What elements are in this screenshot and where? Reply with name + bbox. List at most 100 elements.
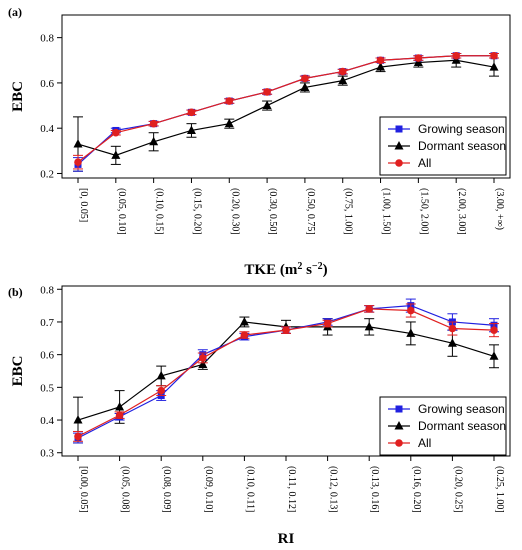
data-point — [489, 62, 499, 71]
legend-label: Growing season — [418, 402, 505, 416]
x-tick-label: (0.15, 0.20] — [191, 188, 202, 235]
data-point — [74, 432, 82, 441]
data-point — [376, 56, 385, 65]
x-tick-label: [0.00, 0.05] — [78, 466, 89, 513]
y-tick-label: 0.6 — [40, 78, 54, 90]
panel-label: (b) — [8, 285, 23, 299]
data-point — [199, 354, 207, 362]
chart-panel-b: (b) 0.3 0.4 0.5 0.6 0.7 0.8 EBC [0.00, 0.05] (0.0… — [8, 284, 511, 547]
x-tick-label: (0.09, 0.10] — [203, 466, 214, 513]
x-tick-label: (0.08, 0.09] — [161, 466, 172, 513]
y-tick-label: 0.3 — [40, 448, 54, 460]
data-point — [240, 331, 249, 339]
y-axis-label: EBC — [10, 356, 26, 387]
x-tick-label: (0.10, 0.11] — [244, 466, 255, 512]
x-tick-label: (0.05, 0.10] — [116, 188, 127, 235]
data-point — [157, 386, 165, 395]
data-point — [74, 158, 82, 166]
plot-frame — [61, 14, 511, 179]
legend-label: Growing season — [418, 122, 505, 136]
data-point — [448, 324, 457, 333]
data-point — [376, 62, 386, 71]
x-tick-label: (0.20, 0.25] — [452, 466, 463, 513]
x-axis-label: RI — [278, 531, 295, 547]
legend-marker — [395, 159, 403, 167]
legend-label: All — [418, 156, 431, 170]
series-dormant-season — [73, 52, 499, 172]
y-tick-label: 0.4 — [40, 123, 54, 135]
y-tick-label: 0.2 — [40, 168, 54, 180]
x-tick-label: (0.12, 0.13] — [328, 466, 339, 513]
data-point — [447, 338, 457, 347]
data-point — [112, 128, 120, 137]
x-tick-label: (0.13, 0.16] — [369, 466, 380, 513]
chart-panel-a: (a) 0.2 0.4 0.6 0.8 EBC [0, 0.05] (0.05, 0.10] (… — [8, 5, 511, 279]
data-point — [115, 411, 124, 419]
x-tick-label: (1.00, 1.50] — [381, 188, 392, 235]
x-tick-label: (3.00, +∞) — [494, 188, 505, 230]
legend-label: Dormant season — [418, 139, 506, 153]
y-tick-label: 0.8 — [40, 33, 54, 45]
data-point — [186, 125, 196, 134]
legend-label: All — [418, 436, 431, 450]
x-tick-label: (0.50, 0.75] — [305, 188, 316, 235]
series-all — [73, 51, 499, 170]
legend-marker — [395, 439, 403, 447]
data-point — [156, 370, 166, 380]
data-point — [115, 401, 125, 411]
y-axis-label: EBC — [10, 81, 26, 112]
x-axis-label: TKE (m2 s−2) — [244, 261, 327, 279]
data-point — [149, 136, 159, 146]
data-point — [282, 326, 290, 334]
legend: Growing season Dormant season All — [379, 396, 507, 456]
panel-label: (a) — [8, 5, 22, 19]
data-point — [364, 321, 374, 331]
data-point — [338, 75, 348, 85]
x-tick-label: (0.30, 0.50] — [267, 188, 278, 235]
data-point — [73, 139, 83, 148]
y-tick-label: 0.7 — [40, 317, 54, 329]
series-line — [77, 59, 495, 156]
x-tick-label: (1.50, 2.00] — [418, 188, 429, 235]
x-tick-label: (0.25, 1.00] — [494, 466, 505, 513]
data-point — [489, 351, 499, 360]
data-point — [323, 319, 332, 328]
data-point — [407, 306, 415, 315]
x-tick-label: (0.20, 0.30] — [229, 188, 240, 235]
legend-marker — [395, 125, 403, 133]
data-point — [111, 150, 121, 159]
data-point — [301, 74, 309, 83]
data-point — [187, 108, 196, 117]
data-point — [239, 316, 249, 326]
data-point — [225, 97, 234, 105]
data-point — [198, 359, 208, 368]
data-point — [365, 305, 374, 313]
series-all — [73, 303, 499, 442]
x-tick-label: (0.10, 0.15] — [154, 188, 165, 235]
legend: Growing season Dormant season All — [379, 116, 507, 176]
y-tick-label: 0.8 — [40, 284, 54, 296]
legend-label: Dormant season — [418, 419, 506, 433]
x-tick-label: (0.16, 0.20] — [411, 466, 422, 513]
data-point — [338, 67, 347, 76]
data-point — [73, 415, 83, 424]
data-point — [262, 100, 272, 110]
data-point — [414, 54, 423, 62]
data-point — [263, 88, 271, 96]
x-tick-label: [0, 0.05] — [78, 188, 89, 222]
legend-marker — [394, 141, 404, 150]
y-tick-label: 0.5 — [40, 382, 54, 394]
data-point — [452, 51, 460, 60]
x-tick-label: (0.75, 1.00] — [343, 188, 354, 235]
y-tick-label: 0.6 — [40, 350, 54, 362]
data-point — [224, 118, 234, 128]
legend-marker — [395, 405, 403, 413]
x-tick-label: (0.11, 0.12] — [286, 466, 297, 512]
series-line — [77, 55, 494, 163]
data-point — [300, 82, 310, 91]
legend-marker — [394, 421, 404, 430]
data-point — [490, 326, 498, 334]
data-point — [406, 328, 416, 337]
x-tick-label: (2.00, 3.00] — [456, 188, 467, 235]
